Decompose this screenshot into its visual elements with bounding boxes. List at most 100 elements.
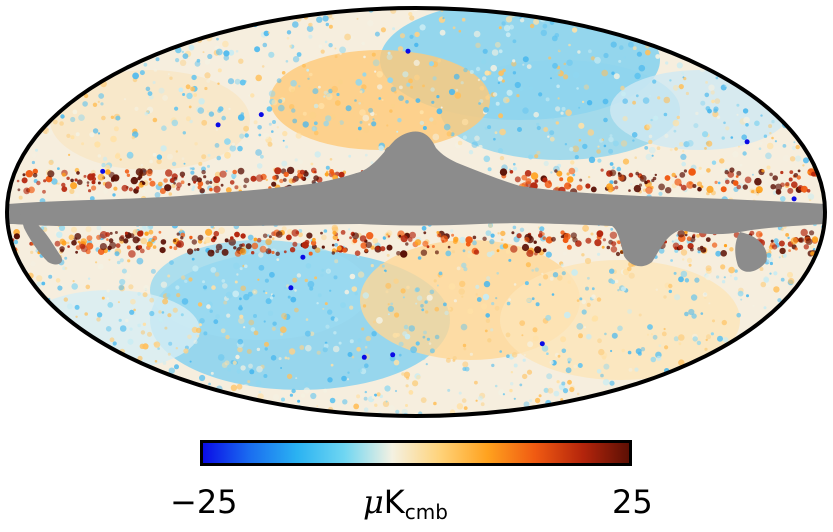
speckle: [467, 308, 474, 315]
speckle: [304, 278, 308, 283]
speckle: [108, 372, 112, 376]
speckle: [513, 397, 516, 400]
speckle: [655, 420, 657, 422]
speckle: [622, 98, 628, 104]
warm-speckle: [291, 178, 297, 183]
speckle: [815, 303, 822, 309]
speckle: [732, 23, 739, 30]
warm-speckle: [300, 176, 305, 180]
speckle: [551, 35, 558, 42]
warm-speckle: [665, 187, 672, 194]
speckle: [482, 48, 488, 54]
speckle: [281, 226, 287, 232]
speckle: [331, 85, 338, 93]
speckle: [409, 34, 414, 39]
speckle: [455, 88, 459, 92]
warm-speckle: [239, 248, 247, 256]
speckle: [731, 410, 735, 415]
speckle: [88, 37, 92, 41]
speckle: [506, 354, 510, 359]
speckle: [591, 317, 596, 322]
speckle: [385, 400, 388, 403]
speckle: [512, 59, 516, 63]
speckle: [228, 49, 235, 56]
speckle: [10, 403, 17, 410]
warm-speckle: [176, 240, 184, 248]
speckle: [581, 253, 585, 257]
speckle: [114, 153, 121, 159]
speckle: [802, 350, 806, 355]
speckle: [716, 275, 720, 279]
speckle: [739, 163, 743, 167]
speckle: [739, 408, 742, 411]
speckle: [400, 288, 406, 294]
speckle: [137, 323, 141, 328]
speckle: [111, 250, 114, 253]
speckle: [588, 156, 596, 163]
speckle: [581, 299, 587, 305]
warm-speckle: [187, 248, 194, 255]
speckle: [578, 139, 582, 142]
speckle: [183, 181, 187, 184]
speckle: [169, 309, 172, 312]
speckle: [189, 119, 193, 124]
speckle: [75, 76, 78, 79]
speckle: [627, 309, 632, 314]
speckle: [77, 403, 84, 410]
speckle: [187, 334, 192, 340]
speckle: [213, 319, 219, 325]
speckle: [380, 27, 386, 33]
speckle: [192, 185, 196, 189]
speckle: [779, 413, 782, 416]
speckle: [140, 375, 147, 382]
speckle: [583, 1, 586, 4]
speckle: [645, 153, 652, 161]
speckle: [777, 298, 782, 303]
speckle: [658, 344, 662, 347]
speckle: [76, 0, 82, 6]
speckle: [81, 361, 87, 368]
speckle: [310, 162, 314, 166]
speckle: [506, 301, 511, 306]
speckle: [107, 302, 114, 308]
speckle: [119, 8, 125, 10]
speckle: [459, 280, 466, 288]
speckle: [671, 240, 674, 243]
warm-speckle: [110, 176, 116, 182]
speckle: [613, 73, 620, 80]
speckle: [248, 319, 255, 326]
speckle: [619, 45, 624, 50]
speckle: [407, 381, 411, 386]
speckle: [151, 401, 158, 407]
warm-speckle: [331, 243, 335, 247]
warm-speckle: [159, 188, 166, 194]
speckle: [395, 409, 400, 414]
speckle: [260, 154, 264, 159]
speckle: [387, 77, 394, 84]
speckle: [829, 117, 833, 123]
speckle: [326, 93, 333, 101]
speckle: [129, 309, 135, 315]
speckle: [651, 414, 654, 416]
speckle: [149, 396, 155, 403]
warm-speckle: [560, 235, 564, 239]
speckle: [510, 371, 514, 374]
speckle: [763, 134, 768, 138]
speckle: [409, 15, 415, 21]
speckle: [36, 381, 39, 384]
speckle: [461, 118, 469, 126]
speckle: [651, 154, 654, 157]
speckle: [499, 128, 506, 136]
speckle: [161, 311, 165, 314]
speckle: [401, 372, 405, 376]
warm-speckle: [524, 236, 530, 243]
speckle: [563, 62, 567, 66]
warm-speckle: [282, 178, 287, 182]
speckle: [566, 59, 573, 66]
speckle: [264, 347, 268, 351]
speckle: [812, 395, 816, 399]
speckle: [646, 333, 650, 336]
speckle: [119, 158, 122, 161]
speckle: [769, 261, 774, 266]
speckle: [175, 150, 178, 153]
